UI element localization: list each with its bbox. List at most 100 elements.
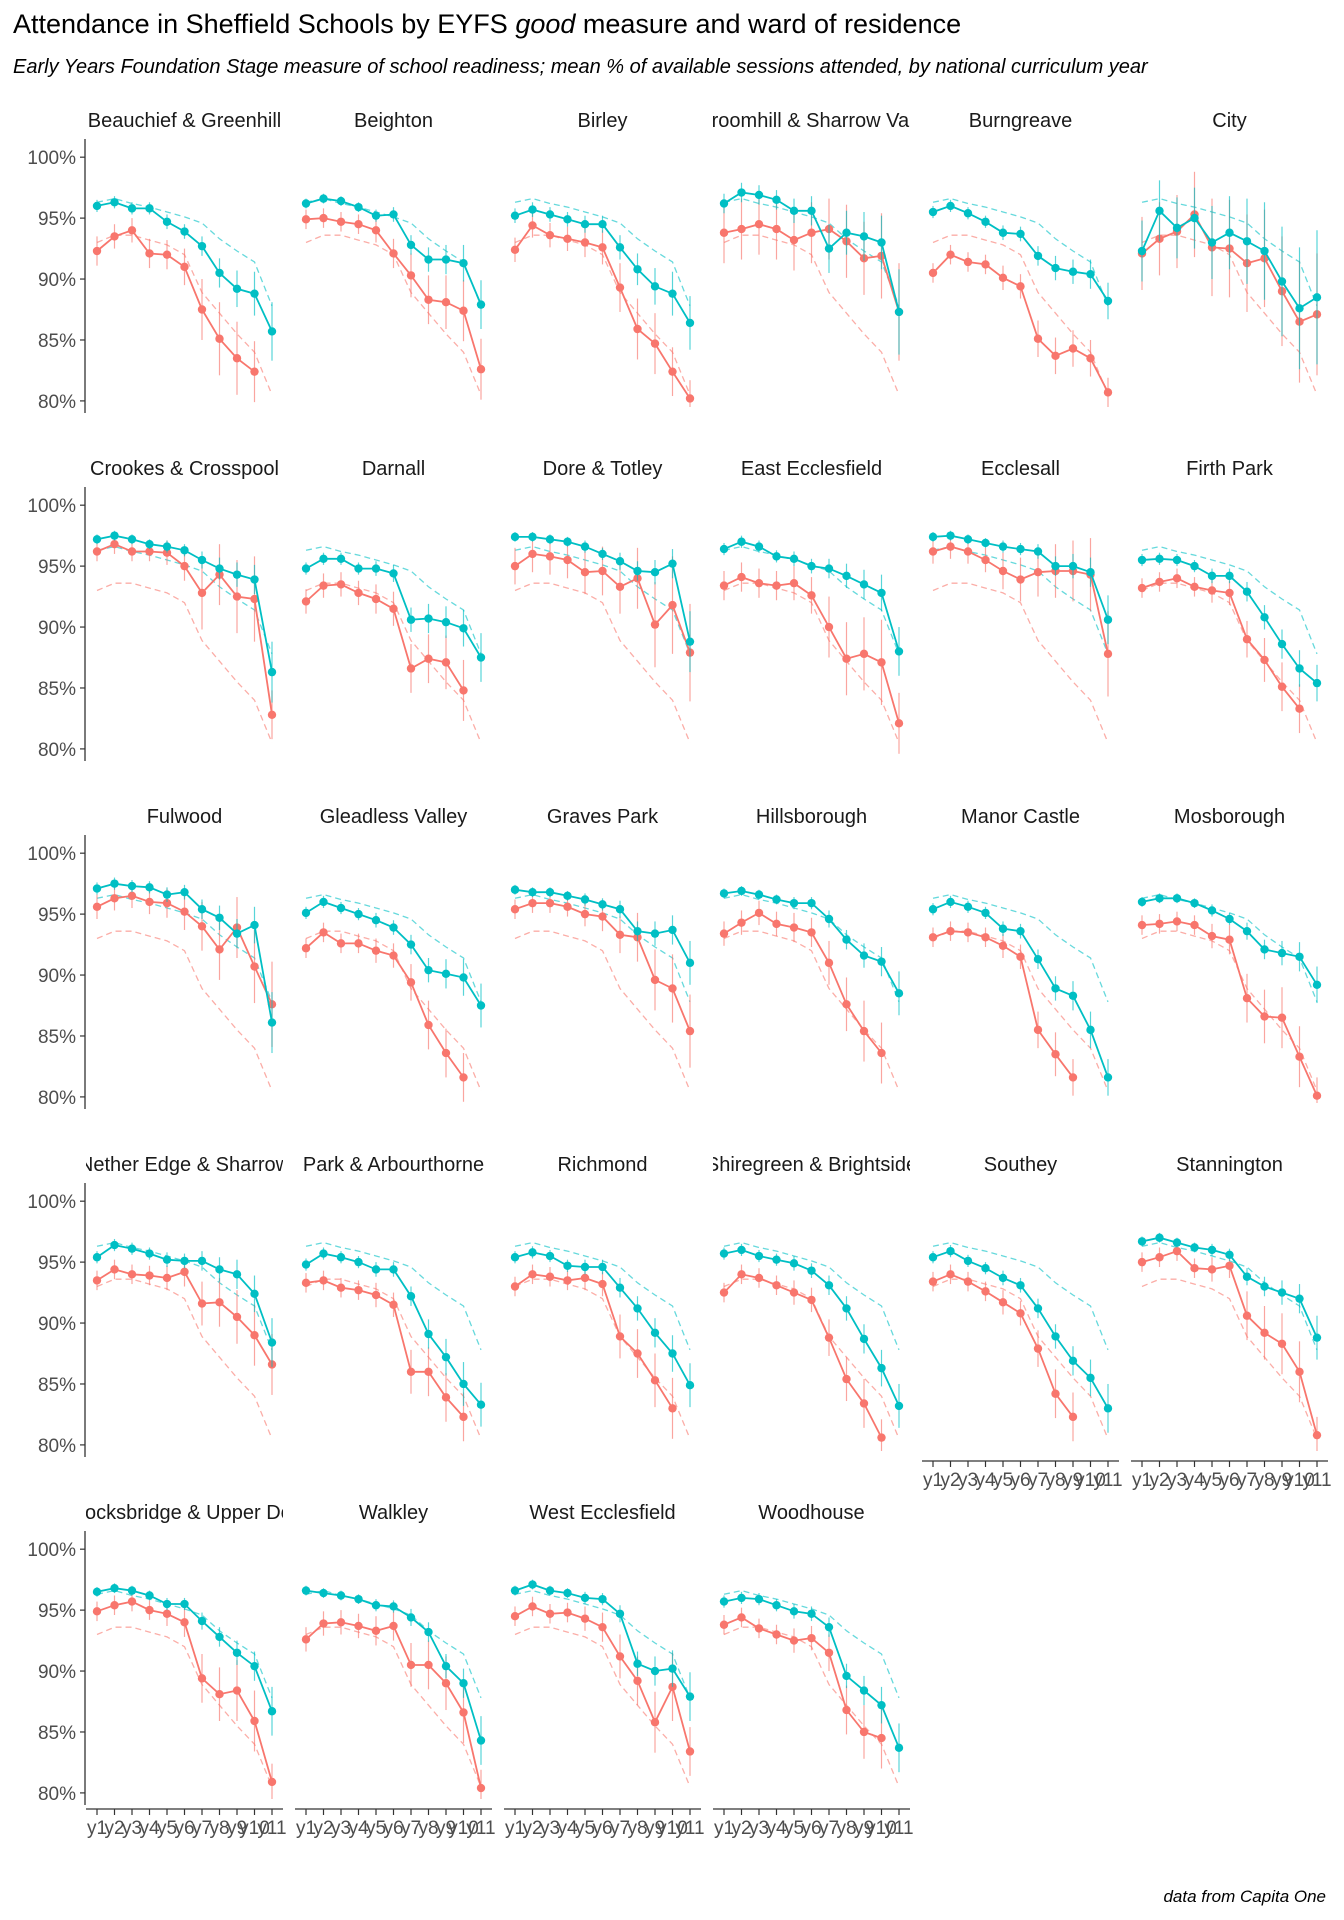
data-point-good <box>668 1349 677 1358</box>
x-tick-label: y9 <box>227 1818 247 1839</box>
data-point-not-good <box>336 1283 346 1292</box>
data-point-good <box>1033 1304 1043 1313</box>
data-point-good <box>1086 568 1095 577</box>
data-point-good <box>633 1659 642 1668</box>
data-point-good <box>197 1256 207 1266</box>
data-point-not-good <box>789 1288 799 1297</box>
data-point-not-good <box>598 243 607 252</box>
data-point-good <box>842 571 851 581</box>
data-point-not-good <box>110 539 119 549</box>
x-tick-label: y10 <box>239 1818 270 1839</box>
facet-strip-label: Firth Park <box>1186 458 1274 480</box>
data-point-good <box>668 1664 677 1673</box>
data-point-good <box>162 1255 172 1264</box>
data-point-good <box>719 1249 729 1258</box>
data-point-good <box>424 255 433 264</box>
data-point-good <box>1225 914 1234 924</box>
facet-strip-label: Ecclesall <box>981 458 1060 480</box>
data-point-good <box>685 958 695 968</box>
data-point-good <box>1225 1250 1234 1260</box>
data-point-not-good <box>650 620 660 629</box>
data-point-good <box>545 1586 555 1595</box>
data-point-good <box>807 898 816 908</box>
data-point-not-good <box>650 1376 660 1385</box>
y-tick-label: 80% <box>38 740 76 761</box>
facet-strip-label: Dore & Totley <box>543 458 663 480</box>
data-point-not-good <box>877 1733 886 1743</box>
data-point-good <box>354 1257 363 1267</box>
reference-line-not-good <box>932 234 1109 396</box>
x-tick-label: y1 <box>505 1818 525 1839</box>
data-point-not-good <box>389 249 398 258</box>
data-point-not-good <box>824 1333 834 1342</box>
data-point-good <box>528 887 537 897</box>
data-point-good <box>1103 615 1113 624</box>
data-point-not-good <box>1242 1311 1252 1320</box>
data-point-not-good <box>127 1597 137 1606</box>
x-tick-label: y9 <box>645 1818 665 1839</box>
data-point-not-good <box>389 1300 398 1309</box>
data-point-good <box>615 243 625 252</box>
data-point-not-good <box>859 1399 869 1408</box>
data-point-good <box>633 926 642 936</box>
facet-strip-label: Broomhill & Sharrow Vale <box>698 110 924 132</box>
data-point-not-good <box>510 905 520 914</box>
data-point-good <box>180 546 189 555</box>
data-point-not-good <box>737 572 746 582</box>
facet-strip-label: Hillsborough <box>756 806 867 828</box>
data-point-good <box>441 1352 451 1362</box>
data-point-not-good <box>545 230 555 240</box>
data-point-good <box>1260 1282 1269 1291</box>
data-point-not-good <box>424 1660 433 1670</box>
data-point-not-good <box>319 213 328 223</box>
data-point-good <box>371 211 381 220</box>
data-point-not-good <box>1137 583 1147 593</box>
reference-line-good <box>932 197 1109 307</box>
data-point-good <box>371 1265 381 1274</box>
data-point-good <box>598 1262 607 1272</box>
data-point-good <box>528 1580 537 1589</box>
data-point-good <box>859 1334 869 1344</box>
facet-panel: Dore & Totley <box>510 458 695 744</box>
reference-line-good <box>932 893 1109 1003</box>
data-point-not-good <box>963 547 973 556</box>
data-point-good <box>1086 1373 1095 1383</box>
data-point-not-good <box>389 1621 398 1631</box>
facet-panel: Darnall <box>301 458 486 744</box>
data-point-good <box>789 1607 799 1616</box>
data-point-good <box>1172 894 1182 903</box>
data-point-not-good <box>510 561 520 571</box>
data-point-not-good <box>145 1605 154 1615</box>
data-point-not-good <box>668 367 677 376</box>
facet-strip-label: Beighton <box>354 110 433 132</box>
facet-panel: Crookes & Crosspool 80% 85% 90% 95% 100% <box>27 458 279 761</box>
data-point-good <box>824 914 834 924</box>
data-point-good <box>998 542 1008 551</box>
data-point-good <box>1277 639 1287 649</box>
data-point-good <box>267 667 277 677</box>
data-point-good <box>197 905 207 914</box>
data-point-not-good <box>424 295 433 304</box>
data-point-not-good <box>250 1331 259 1340</box>
data-point-good <box>406 1292 416 1301</box>
data-point-good <box>145 1591 154 1600</box>
data-point-good <box>807 1266 816 1275</box>
data-point-good <box>424 965 433 975</box>
data-point-good <box>406 940 416 949</box>
data-point-not-good <box>145 249 154 258</box>
y-tick-label: 90% <box>38 1662 76 1683</box>
data-point-good <box>1051 1332 1060 1341</box>
data-point-not-good <box>424 654 433 663</box>
data-point-not-good <box>1172 1246 1182 1256</box>
data-point-not-good <box>1068 1073 1078 1082</box>
data-point-good <box>110 1240 119 1250</box>
data-point-good <box>424 1627 433 1637</box>
data-point-not-good <box>737 1613 746 1622</box>
data-point-good <box>737 1593 746 1603</box>
data-point-not-good <box>354 588 363 598</box>
data-point-good <box>563 1588 572 1598</box>
title-text-before: Attendance in Sheffield Schools by EYFS <box>13 9 516 39</box>
data-point-good <box>1051 263 1060 273</box>
